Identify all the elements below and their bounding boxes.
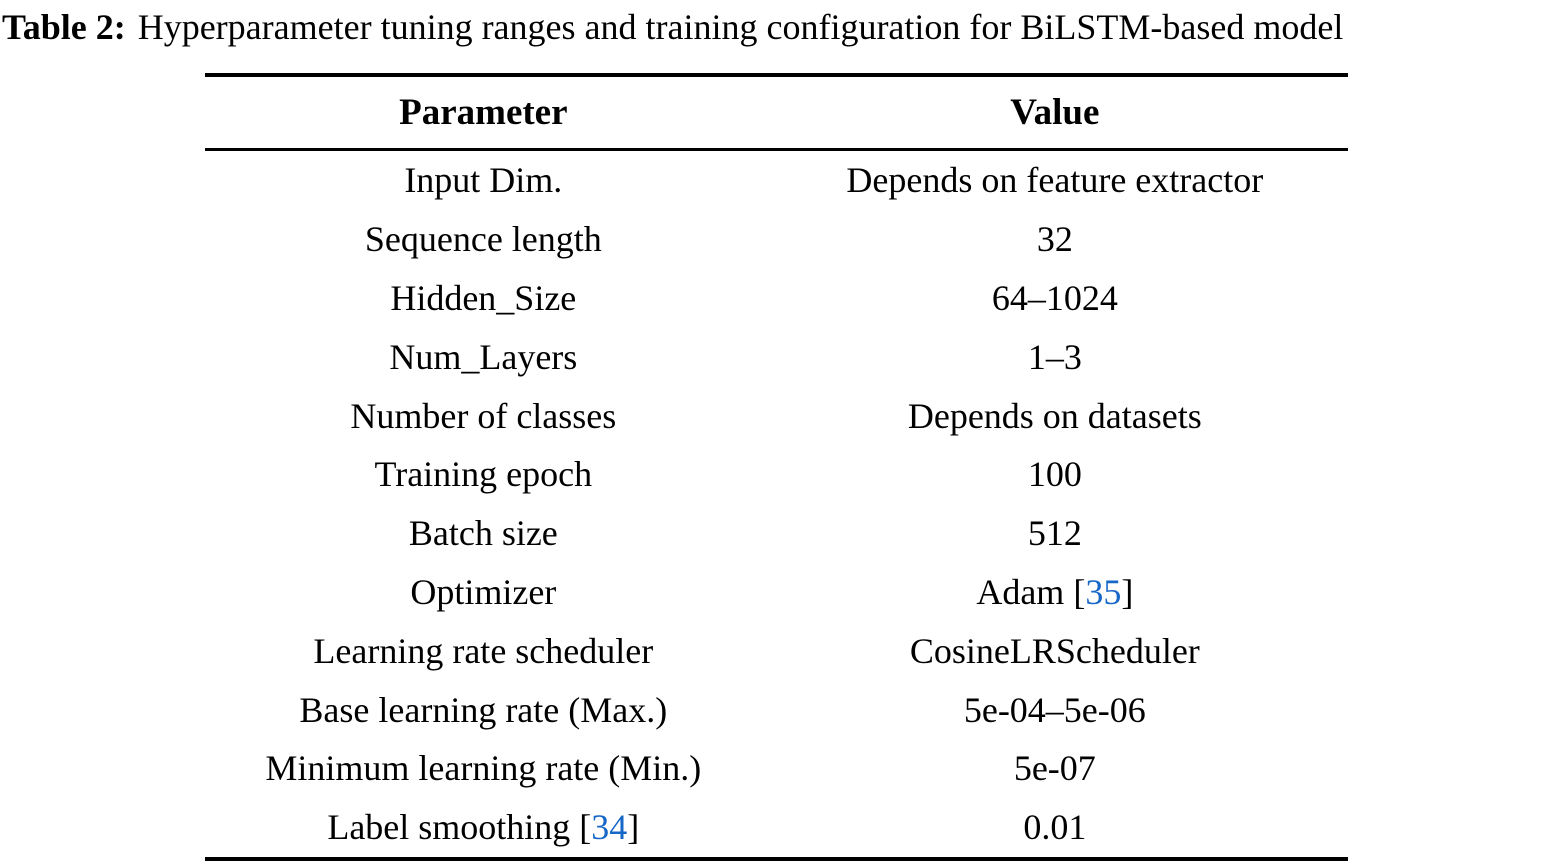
table-row: Sequence length 32: [205, 210, 1348, 269]
table-row: Optimizer Adam [35]: [205, 563, 1348, 622]
citation-bracket: [: [1073, 571, 1086, 612]
parameter-cell: Num_Layers: [389, 336, 578, 377]
table-body: Input Dim. Depends on feature extractor Se…: [205, 150, 1348, 859]
table-caption: Table 2: Hyperparameter tuning ranges and…: [2, 6, 1547, 48]
parameter-cell: Training epoch: [374, 454, 593, 495]
citation-bracket: ]: [1121, 571, 1134, 612]
hyperparameter-table: Parameter Value Input Dim. Depends on fea…: [205, 73, 1348, 861]
value-cell: 0.01: [1023, 807, 1087, 848]
table-header-row: Parameter Value: [205, 75, 1348, 151]
value-cell: 5e-04–5e-06: [963, 689, 1146, 730]
parameter-cell: Sequence length: [364, 219, 602, 260]
parameter-cell: Base learning rate (Max.): [299, 689, 668, 730]
column-header-parameter: Parameter: [205, 75, 762, 151]
value-cell: 1–3: [1027, 336, 1082, 377]
value-cell: CosineLRScheduler: [909, 630, 1200, 671]
citation-link-34[interactable]: 34: [591, 807, 628, 848]
table-row: Base learning rate (Max.) 5e-04–5e-06: [205, 680, 1348, 739]
column-header-value: Value: [761, 75, 1348, 151]
value-cell: Depends on feature extractor: [846, 160, 1264, 201]
value-cell: 32: [1036, 219, 1073, 260]
table-row: Label smoothing [34] 0.01: [205, 798, 1348, 859]
table-header: Parameter Value: [205, 75, 1348, 151]
table-row: Number of classes Depends on datasets: [205, 386, 1348, 445]
value-cell: 5e-07: [1013, 748, 1096, 789]
parameter-cell: Label smoothing [34]: [327, 807, 640, 848]
table-row: Hidden_Size 64–1024: [205, 269, 1348, 328]
table-row: Learning rate scheduler CosineLRScheduler: [205, 621, 1348, 680]
parameter-cell: Minimum learning rate (Min.): [265, 748, 702, 789]
parameter-cell: Number of classes: [350, 395, 617, 436]
table-row: Num_Layers 1–3: [205, 327, 1348, 386]
parameter-cell: Optimizer: [410, 571, 557, 612]
table-caption-text: Hyperparameter tuning ranges and trainin…: [137, 7, 1344, 47]
parameter-cell: Hidden_Size: [390, 277, 577, 318]
table-row: Minimum learning rate (Min.) 5e-07: [205, 739, 1348, 798]
table-row: Training epoch 100: [205, 445, 1348, 504]
citation-bracket: ]: [627, 807, 640, 848]
table-row: Input Dim. Depends on feature extractor: [205, 150, 1348, 210]
parameter-cell: Input Dim.: [404, 160, 563, 201]
value-cell: 100: [1027, 454, 1082, 495]
parameter-cell: Learning rate scheduler: [313, 630, 654, 671]
citation-bracket: [: [579, 807, 592, 848]
value-cell: 512: [1027, 513, 1082, 554]
value-cell: 64–1024: [991, 277, 1118, 318]
parameter-cell: Batch size: [408, 513, 558, 554]
table-row: Batch size 512: [205, 504, 1348, 563]
value-cell: Adam [35]: [976, 571, 1134, 612]
value-cell: Depends on datasets: [907, 395, 1202, 436]
table-caption-label: Table 2:: [2, 7, 126, 47]
citation-link-35[interactable]: 35: [1085, 571, 1122, 612]
